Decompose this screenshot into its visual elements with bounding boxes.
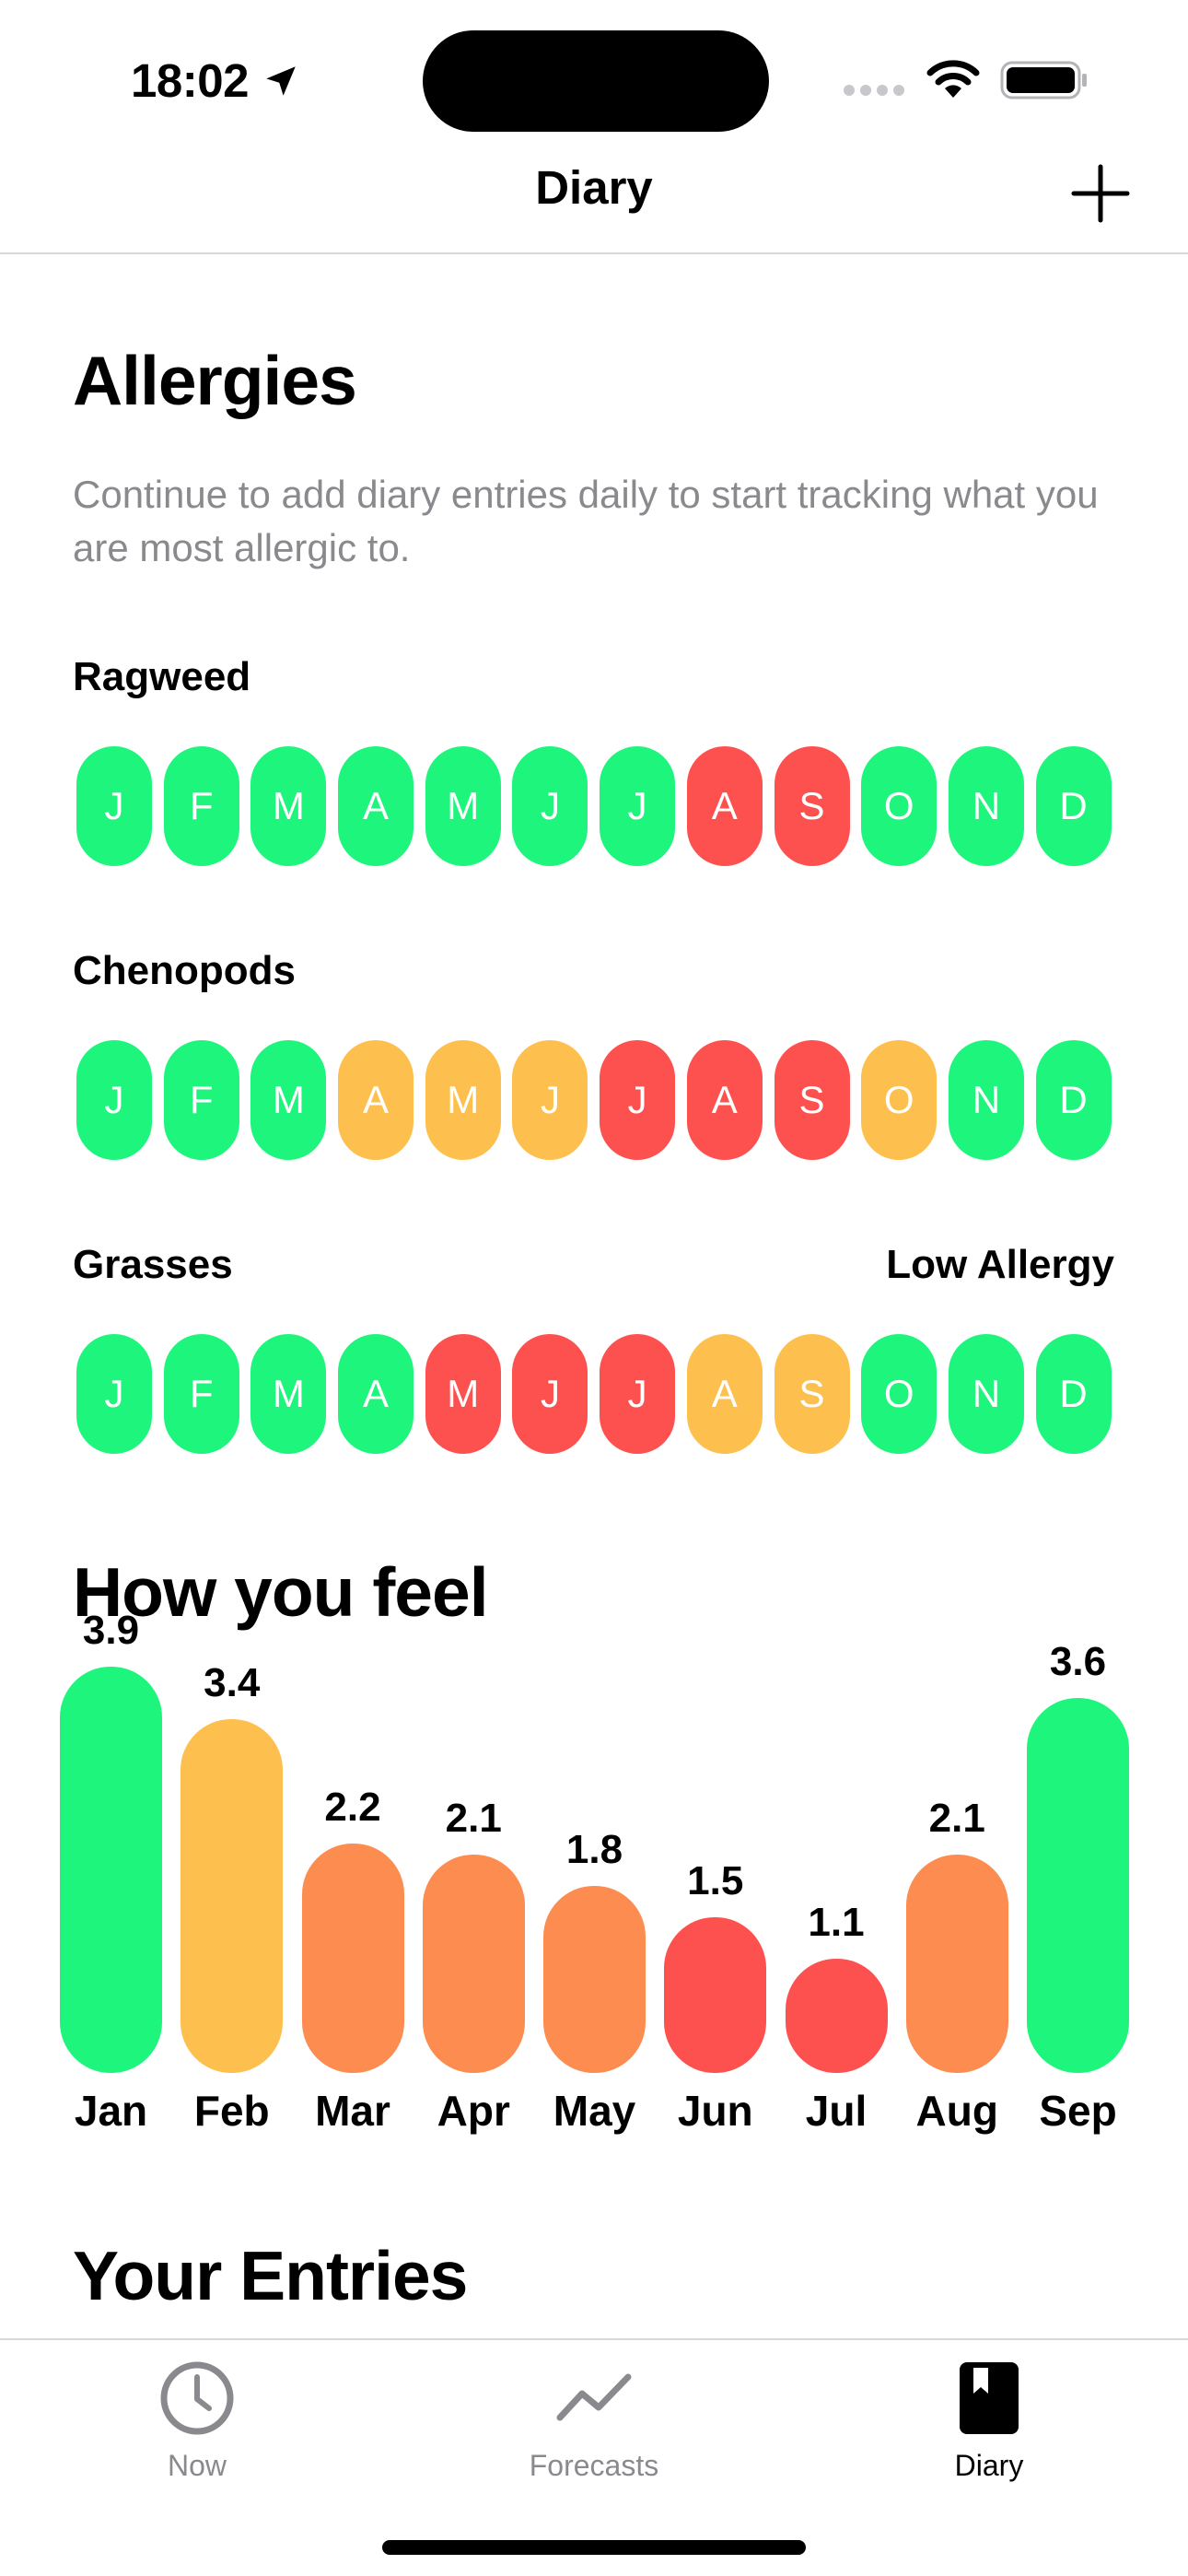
wifi-icon — [926, 60, 980, 98]
month-pill: D — [1035, 1334, 1112, 1454]
feel-bar-month: May — [553, 2087, 636, 2135]
tab-bar: Now Forecasts Diary — [0, 2338, 1188, 2576]
location-arrow-icon — [266, 65, 296, 96]
month-pill: J — [512, 746, 588, 866]
clock-icon — [160, 2361, 234, 2435]
feel-bar — [905, 1854, 1008, 2073]
feel-bar — [60, 1667, 162, 2073]
feel-bar-month: Feb — [193, 2087, 270, 2135]
feel-bar-value: 2.1 — [445, 1795, 502, 1841]
tab-forecasts[interactable]: Forecasts — [474, 2357, 714, 2483]
allergies-title: Allergies — [73, 342, 357, 419]
month-pill: J — [512, 1040, 588, 1160]
month-pill: S — [774, 1334, 850, 1454]
month-pill: D — [1035, 746, 1112, 866]
feel-bar-value: 1.1 — [808, 1899, 865, 1945]
feel-bar-month: Apr — [437, 2087, 510, 2135]
feel-bar — [422, 1854, 525, 2073]
chart-line-icon — [556, 2373, 632, 2421]
status-bar: 18:02 — [0, 0, 1188, 147]
tab-label: Forecasts — [529, 2449, 659, 2482]
feel-bar-value: 3.6 — [1049, 1639, 1107, 1685]
month-pill: J — [76, 1040, 152, 1160]
month-pill: J — [76, 746, 152, 866]
month-pill: N — [948, 1334, 1024, 1454]
allergies-description: Continue to add diary entries daily to s… — [73, 473, 1099, 569]
month-pill: A — [686, 1040, 763, 1160]
page-title: Diary — [535, 161, 653, 214]
month-pill: J — [76, 1334, 152, 1454]
allergen-name: Chenopods — [73, 948, 296, 993]
month-pill: J — [600, 1334, 676, 1454]
home-indicator — [382, 2540, 806, 2555]
month-pill: A — [338, 746, 414, 866]
allergen-name: Grasses — [73, 1242, 233, 1287]
feel-bar-month: Mar — [315, 2087, 390, 2135]
month-pill: J — [512, 1334, 588, 1454]
month-pill: N — [948, 1040, 1024, 1160]
tab-label: Diary — [954, 2449, 1024, 2482]
month-pill: N — [948, 746, 1024, 866]
feel-bar-month: Jul — [805, 2087, 868, 2135]
month-pill: J — [600, 1040, 676, 1160]
feel-bar — [543, 1885, 646, 2073]
month-pill: A — [338, 1334, 414, 1454]
month-pill: M — [425, 746, 501, 866]
feel-bar-value: 1.5 — [687, 1857, 744, 1903]
feel-bar-month: Sep — [1039, 2087, 1117, 2135]
cellular-signal-icon — [844, 85, 904, 96]
tab-now[interactable]: Now — [77, 2357, 317, 2483]
month-pill: M — [425, 1334, 501, 1454]
month-pill: F — [163, 1040, 239, 1160]
status-time: 18:02 — [131, 54, 249, 107]
battery-icon — [1000, 61, 1087, 100]
month-pill: M — [250, 746, 327, 866]
feel-bar-value: 2.2 — [324, 1785, 381, 1831]
tab-diary[interactable]: Diary — [869, 2357, 1109, 2483]
feel-bar-value: 3.4 — [204, 1659, 261, 1705]
feel-bar-value: 2.1 — [928, 1795, 985, 1841]
add-entry-button[interactable] — [1068, 161, 1133, 226]
your-entries-title: Your Entries — [73, 2237, 468, 2314]
book-icon — [960, 2362, 1019, 2434]
month-pill: D — [1035, 1040, 1112, 1160]
month-pill: A — [686, 746, 763, 866]
feel-bar — [785, 1958, 888, 2073]
month-pill: S — [774, 746, 850, 866]
month-pill: O — [861, 1334, 938, 1454]
month-pill: M — [250, 1334, 327, 1454]
month-pill: J — [600, 746, 676, 866]
dynamic-island — [423, 30, 769, 132]
tab-label: Now — [167, 2449, 227, 2482]
month-pill: F — [163, 746, 239, 866]
feel-bar-value: 3.9 — [82, 1608, 140, 1654]
month-pill: A — [338, 1040, 414, 1160]
month-pill: O — [861, 1040, 938, 1160]
how-you-feel-chart: 3.9 Jan 3.4 Feb 2.2 Mar 2.1 Apr 1.8 May 1.5 Jun 1.1 J… — [60, 1608, 1129, 2156]
feel-bar — [1027, 1698, 1129, 2073]
feel-bar-month: Jan — [74, 2087, 148, 2135]
feel-bar-month: Jun — [677, 2087, 753, 2135]
month-pill: S — [774, 1040, 850, 1160]
month-pill: O — [861, 746, 938, 866]
feel-bar — [664, 1916, 767, 2073]
feel-bar-value: 1.8 — [565, 1826, 623, 1872]
month-pill: M — [425, 1040, 501, 1160]
how-you-feel-title: How you feel — [73, 1553, 489, 1631]
month-pill: M — [250, 1040, 327, 1160]
month-pill: A — [686, 1334, 763, 1454]
feel-bar — [181, 1718, 284, 2073]
feel-bar — [301, 1844, 404, 2073]
status-time-group: 18:02 — [131, 53, 300, 108]
navigation-bar: Diary — [0, 147, 1188, 254]
feel-bar-month: Aug — [915, 2087, 998, 2135]
month-pill: F — [163, 1334, 239, 1454]
allergen-level-label: Low Allergy — [886, 1242, 1114, 1287]
allergen-name: Ragweed — [73, 654, 251, 699]
